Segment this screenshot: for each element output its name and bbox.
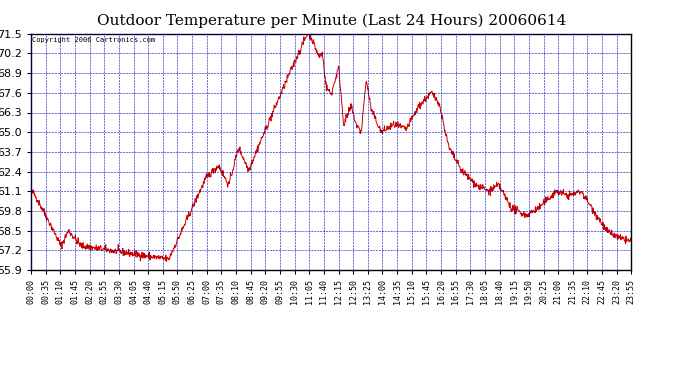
Text: Outdoor Temperature per Minute (Last 24 Hours) 20060614: Outdoor Temperature per Minute (Last 24 … <box>97 13 566 27</box>
Text: Copyright 2006 Cartronics.com: Copyright 2006 Cartronics.com <box>32 37 155 43</box>
